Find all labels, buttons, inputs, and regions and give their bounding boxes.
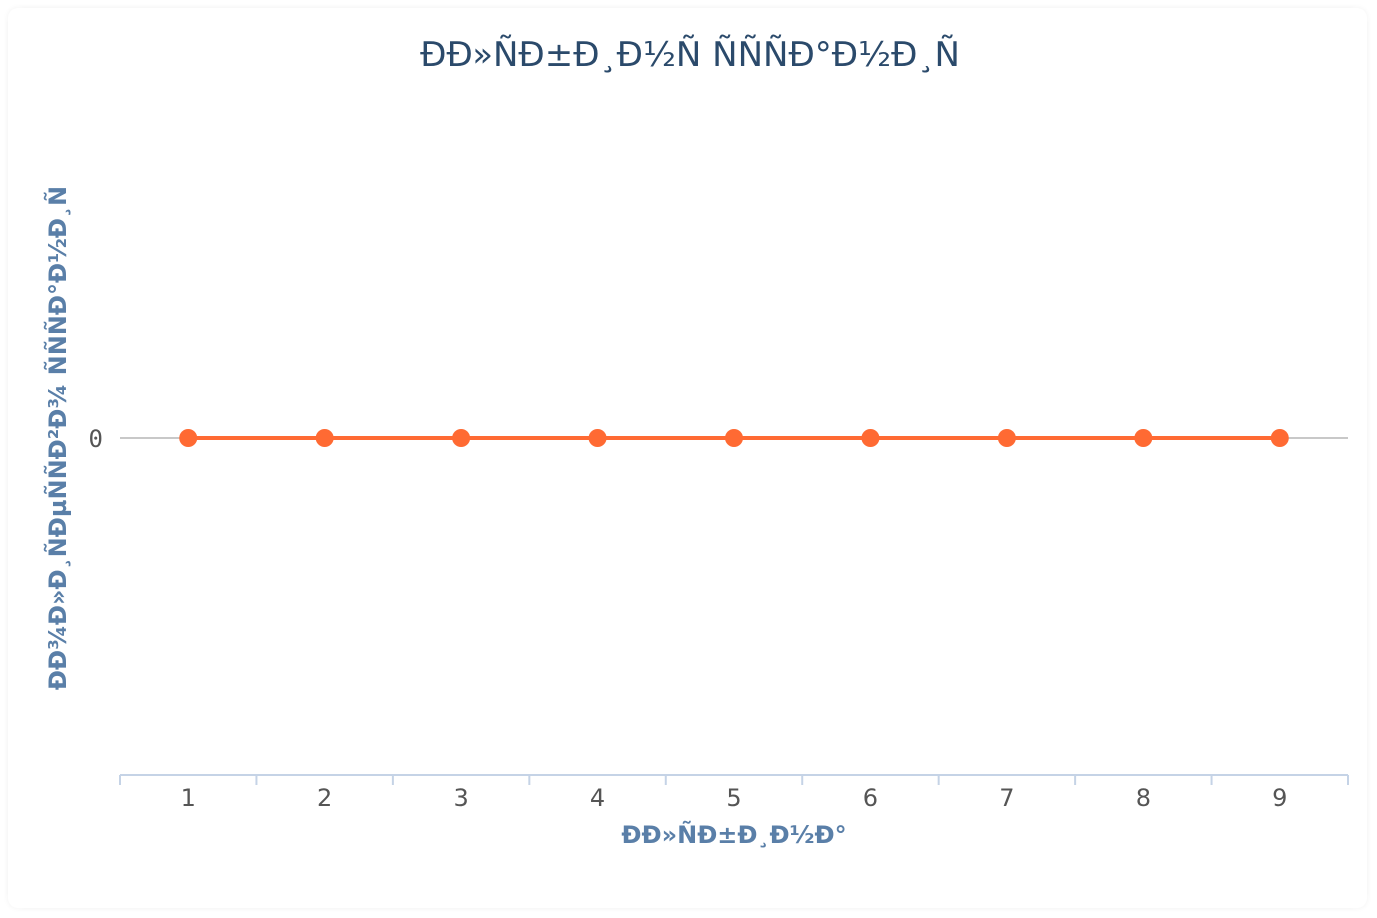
data-point-7[interactable] xyxy=(997,429,1016,447)
x-tick-label-6: 6 xyxy=(863,784,878,812)
data-point-2[interactable] xyxy=(315,429,334,447)
chart-card xyxy=(8,8,1367,908)
data-point-1[interactable] xyxy=(179,429,198,447)
x-tick-label-4: 4 xyxy=(590,784,605,812)
y-tick-label-0: 0 xyxy=(89,425,103,453)
x-axis-label: ÐÐ»ÑÐ±Ð¸Ð½Ð° xyxy=(621,820,846,849)
data-point-5[interactable] xyxy=(725,429,743,447)
x-tick-label-2: 2 xyxy=(317,784,332,812)
x-ticks: 1 2 3 4 5 6 7 8 9 xyxy=(119,775,1349,812)
y-axis-label: ÐÐ¾Ð»Ð¸ÑÐµÑÑÐ²Ð¾ ÑÑÑÐ°Ð½Ð¸Ñ xyxy=(43,186,72,690)
data-point-9[interactable] xyxy=(1270,429,1289,447)
data-point-3[interactable] xyxy=(452,429,471,447)
data-point-8[interactable] xyxy=(1134,429,1153,447)
x-tick-label-1: 1 xyxy=(181,784,196,812)
x-tick-label-3: 3 xyxy=(453,784,468,812)
x-tick-label-9: 9 xyxy=(1272,784,1287,812)
series-group xyxy=(179,429,1289,447)
chart-title: ÐÐ»ÑÐ±Ð¸Ð½Ñ ÑÑÑÐ°Ð½Ð¸Ñ xyxy=(420,35,960,75)
data-point-6[interactable] xyxy=(861,429,880,447)
x-tick-label-8: 8 xyxy=(1136,784,1151,812)
x-tick-label-7: 7 xyxy=(999,784,1014,812)
data-point-4[interactable] xyxy=(588,429,607,447)
x-tick-label-5: 5 xyxy=(726,784,741,812)
